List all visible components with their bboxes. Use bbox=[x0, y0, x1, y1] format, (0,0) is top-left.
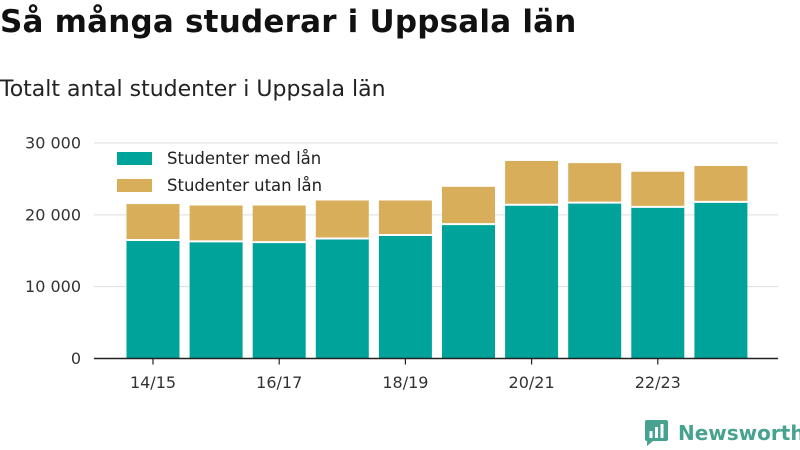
x-tick-label: 18/19 bbox=[382, 373, 428, 392]
legend: Studenter med lån Studenter utan lån bbox=[104, 144, 336, 200]
x-tick-label: 14/15 bbox=[130, 373, 176, 392]
bar-studenter-utan-lan bbox=[442, 186, 495, 225]
x-axis-ticks: 14/15 16/17 18/19 20/21 22/23 bbox=[130, 358, 681, 392]
y-tick-label: 0 bbox=[71, 349, 81, 368]
bar-studenter-utan-lan bbox=[252, 205, 306, 243]
bar-studenter-utan-lan bbox=[378, 200, 432, 235]
y-tick-label: 10 000 bbox=[25, 277, 81, 296]
brand: Newsworthy bbox=[645, 420, 800, 446]
bar-studenter-med-lan bbox=[631, 206, 685, 359]
chart-title: Så många studerar i Uppsala län bbox=[0, 4, 577, 40]
bar-studenter-med-lan bbox=[315, 238, 369, 359]
x-tick-label: 20/21 bbox=[509, 373, 555, 392]
bar-studenter-med-lan bbox=[694, 201, 748, 359]
bar-studenter-med-lan bbox=[252, 242, 306, 359]
chart-subtitle: Totalt antal studenter i Uppsala län bbox=[0, 77, 386, 102]
bar-studenter-med-lan bbox=[442, 224, 495, 359]
y-tick-label: 20 000 bbox=[25, 205, 81, 224]
bar-studenter-med-lan bbox=[189, 241, 243, 359]
bar-studenter-utan-lan bbox=[126, 204, 180, 240]
bar-studenter-utan-lan bbox=[315, 200, 369, 239]
legend-swatch bbox=[117, 152, 152, 165]
bar-studenter-utan-lan bbox=[505, 160, 559, 205]
bar-studenter-med-lan bbox=[378, 234, 432, 359]
legend-label: Studenter utan lån bbox=[167, 176, 322, 195]
legend-label: Studenter med lån bbox=[167, 149, 321, 168]
newsworthy-logo-icon bbox=[645, 420, 668, 446]
y-tick-label: 30 000 bbox=[25, 134, 81, 153]
bar-studenter-utan-lan bbox=[189, 205, 243, 242]
bar-studenter-med-lan bbox=[505, 204, 559, 359]
bar-studenter-med-lan bbox=[126, 239, 180, 359]
x-tick-label: 22/23 bbox=[635, 373, 681, 392]
bar-studenter-utan-lan bbox=[568, 163, 622, 203]
bar-studenter-med-lan bbox=[568, 202, 622, 359]
legend-swatch bbox=[117, 179, 152, 192]
bar-studenter-utan-lan bbox=[631, 171, 685, 207]
y-axis-ticks: 0 10 000 20 000 30 000 bbox=[25, 134, 81, 369]
x-tick-label: 16/17 bbox=[256, 373, 302, 392]
brand-name: Newsworthy bbox=[678, 421, 800, 445]
bar-studenter-utan-lan bbox=[694, 165, 748, 202]
bars bbox=[126, 160, 748, 359]
